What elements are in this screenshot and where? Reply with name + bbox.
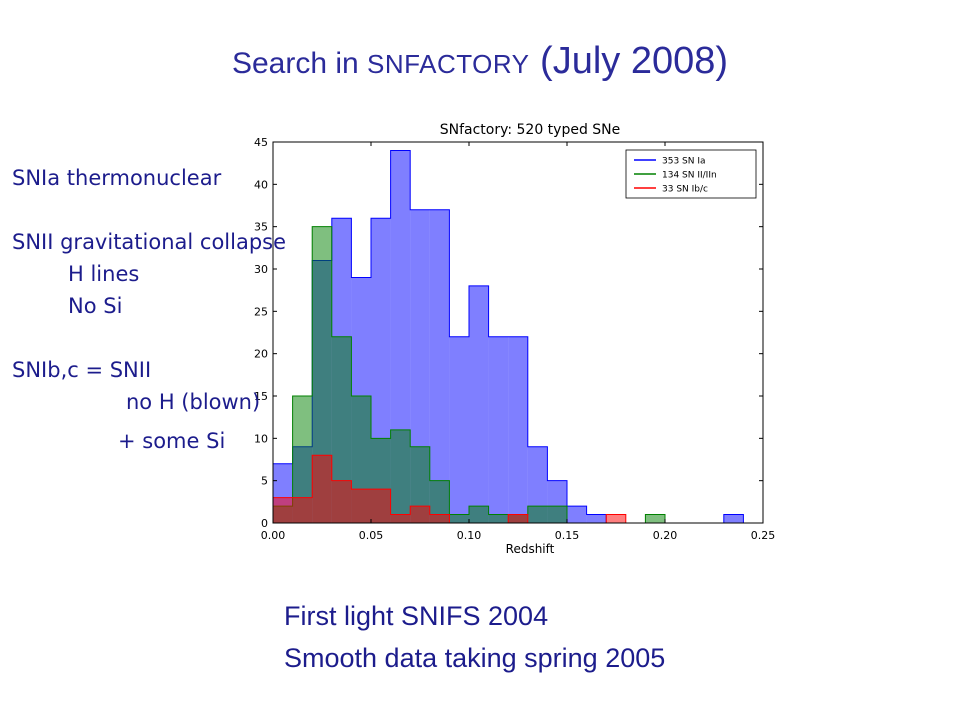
note-snia: SNIa thermonuclear [12,166,222,190]
y-tick-label-9: 45 [254,136,268,149]
y-tick-label-7: 35 [254,221,268,234]
bar-353-sn-ia-9 [449,336,469,523]
y-tick-label-6: 30 [254,263,268,276]
chart-title: SNfactory: 520 typed SNe [440,122,621,138]
bar-134-sn-ii-iin-7 [410,446,430,523]
bar-353-sn-ia-16 [586,514,607,523]
bar-33-sn-ib-c-8 [429,514,450,523]
note-snii: SNII gravitational collapse [12,230,287,254]
y-tick-label-3: 15 [254,390,268,403]
plot-frame [272,141,764,524]
bar-33-sn-ib-c-7 [410,506,430,523]
bar-33-sn-ib-c-1 [292,497,313,523]
bar-353-sn-ia-23 [723,514,744,523]
note-no-si: No Si [68,294,123,318]
bar-134-sn-ii-iin-13 [527,506,548,523]
y-tick-label-4: 20 [254,348,268,361]
legend-label-0: 353 SN Ia [662,157,706,167]
y-tick-label-5: 25 [254,305,268,318]
y-tick-label-8: 40 [254,178,268,191]
bar-134-sn-ii-iin-10 [469,506,489,523]
bar-353-sn-ia-11 [488,336,509,523]
x-tick-label-5: 0.25 [751,529,776,542]
x-tick-label-2: 0.10 [457,529,482,542]
x-tick-label-4: 0.20 [653,529,678,542]
bar-134-sn-ii-iin-19 [645,514,665,523]
bar-353-sn-ia-7 [410,209,430,523]
x-axis-label: Redshift [506,542,555,556]
legend-label-2: 33 SN Ib/c [662,185,708,195]
bar-134-sn-ii-iin-14 [547,506,567,523]
bar-33-sn-ib-c-3 [331,480,352,523]
bar-353-sn-ia-12 [508,336,528,523]
slide-title: Search in SNFACTORY (July 2008) [0,40,960,83]
bar-134-sn-ii-iin-11 [488,514,509,523]
note-some-si: + some Si [118,429,226,453]
axes: 0.00 0.05 0.10 0.15 0.20 0.25 0 5 10 15 20 25 30 35 40… [254,136,775,542]
note-no-h: no H (blown) [126,390,261,414]
bar-134-sn-ii-iin-6 [390,429,411,523]
title-date: (July 2008) [529,40,729,82]
bar-134-sn-ii-iin-1 [292,396,313,523]
outline-134-sn-ii-iin [272,226,763,524]
bar-134-sn-ii-iin-3 [331,336,352,523]
bar-33-sn-ib-c-12 [508,514,528,523]
bar-33-sn-ib-c-17 [606,514,626,523]
bar-33-sn-ib-c-6 [390,514,411,523]
y-tick-label-2: 10 [254,432,268,445]
title-prefix: Search in [231,47,368,80]
bar-134-sn-ii-iin-8 [429,480,450,523]
plot-area [272,142,763,524]
note-h-lines: H lines [68,262,140,286]
bar-353-sn-ia-15 [567,506,587,523]
bar-134-sn-ii-iin-9 [449,514,469,523]
x-tick-label-1: 0.05 [359,529,384,542]
legend-label-1: 134 SN II/IIn [662,171,717,181]
histogram-chart: SNfactory: 520 typed SNe 0.00 0.05 0.10 0.1… [254,122,775,556]
footer-smooth-data: Smooth data taking spring 2005 [284,643,666,673]
legend: 353 SN Ia 134 SN II/IIn 33 SN Ib/c [625,149,757,199]
footer-first-light: First light SNIFS 2004 [284,601,549,631]
bar-134-sn-ii-iin-2 [312,226,332,523]
y-tick-label-0: 0 [261,517,268,530]
x-tick-label-3: 0.15 [555,529,580,542]
x-tick-label-0: 0.00 [261,529,286,542]
bar-33-sn-ib-c-2 [312,455,332,523]
note-snibc: SNIb,c = SNII [12,358,152,382]
bar-33-sn-ib-c-4 [351,489,371,523]
title-project: SNFACTORY [367,49,530,79]
bar-353-sn-ia-13 [527,446,548,523]
bar-33-sn-ib-c-5 [371,489,391,523]
bar-353-sn-ia-8 [429,209,450,523]
bar-353-sn-ia-10 [469,285,489,523]
y-tick-label-1: 5 [261,475,268,488]
bar-33-sn-ib-c-0 [273,497,293,523]
